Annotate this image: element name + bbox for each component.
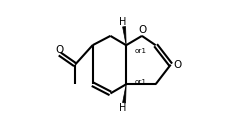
Text: O: O (173, 60, 181, 70)
Polygon shape (123, 27, 126, 45)
Text: or1: or1 (135, 79, 147, 85)
Text: O: O (138, 25, 147, 35)
Polygon shape (123, 84, 126, 103)
Text: or1: or1 (135, 48, 147, 54)
Text: H: H (119, 103, 127, 113)
Text: O: O (55, 45, 63, 55)
Text: H: H (119, 17, 127, 26)
